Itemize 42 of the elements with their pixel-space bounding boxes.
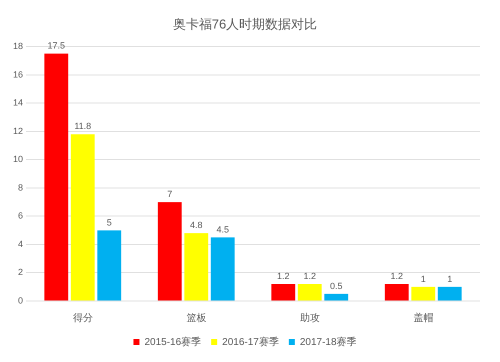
bar [44,54,68,300]
data-label: 7 [167,189,172,200]
bar [324,294,348,300]
bar [184,233,208,300]
data-label: 11.8 [74,121,92,132]
y-tick-label: 2 [18,267,24,278]
data-label: 5 [106,217,112,228]
bar [384,284,409,300]
y-tick-label: 16 [12,69,24,80]
bar [158,202,182,300]
chart-title: 奥卡福76人时期数据对比 [172,16,318,32]
y-tick-label: 14 [12,98,24,108]
x-tick-label: 篮板 [186,312,206,324]
y-tick-label: 10 [12,154,24,164]
y-tick-label: 6 [18,210,24,221]
y-tick-label: 12 [12,126,24,136]
data-label: 1 [420,274,426,284]
bar [438,286,462,300]
y-tick-label: 18 [12,41,24,52]
data-label: 17.5 [48,40,66,51]
bar [210,237,235,300]
data-label: 4.5 [216,224,229,234]
bar [97,230,122,300]
bar [411,286,436,300]
x-tick-label: 得分 [72,312,93,324]
bar [271,284,296,300]
bar [298,284,322,300]
bar [70,134,95,300]
y-tick-label: 0 [18,295,24,306]
x-tick-label: 助攻 [300,312,320,324]
y-tick-label: 8 [18,182,24,192]
legend-label: 2015-16赛季 [144,336,202,348]
data-label: 1.2 [277,271,290,282]
data-label: 4.8 [190,220,203,230]
data-label: 1.2 [390,271,404,282]
y-tick-label: 4 [18,238,24,249]
data-label: 0.5 [330,280,342,291]
data-label: 1.2 [303,271,316,282]
legend-label: 2016-17赛季 [222,336,279,348]
data-label: 1 [447,274,452,284]
legend-label: 2017-18赛季 [300,336,357,348]
x-tick-label: 盖帽 [413,312,434,324]
